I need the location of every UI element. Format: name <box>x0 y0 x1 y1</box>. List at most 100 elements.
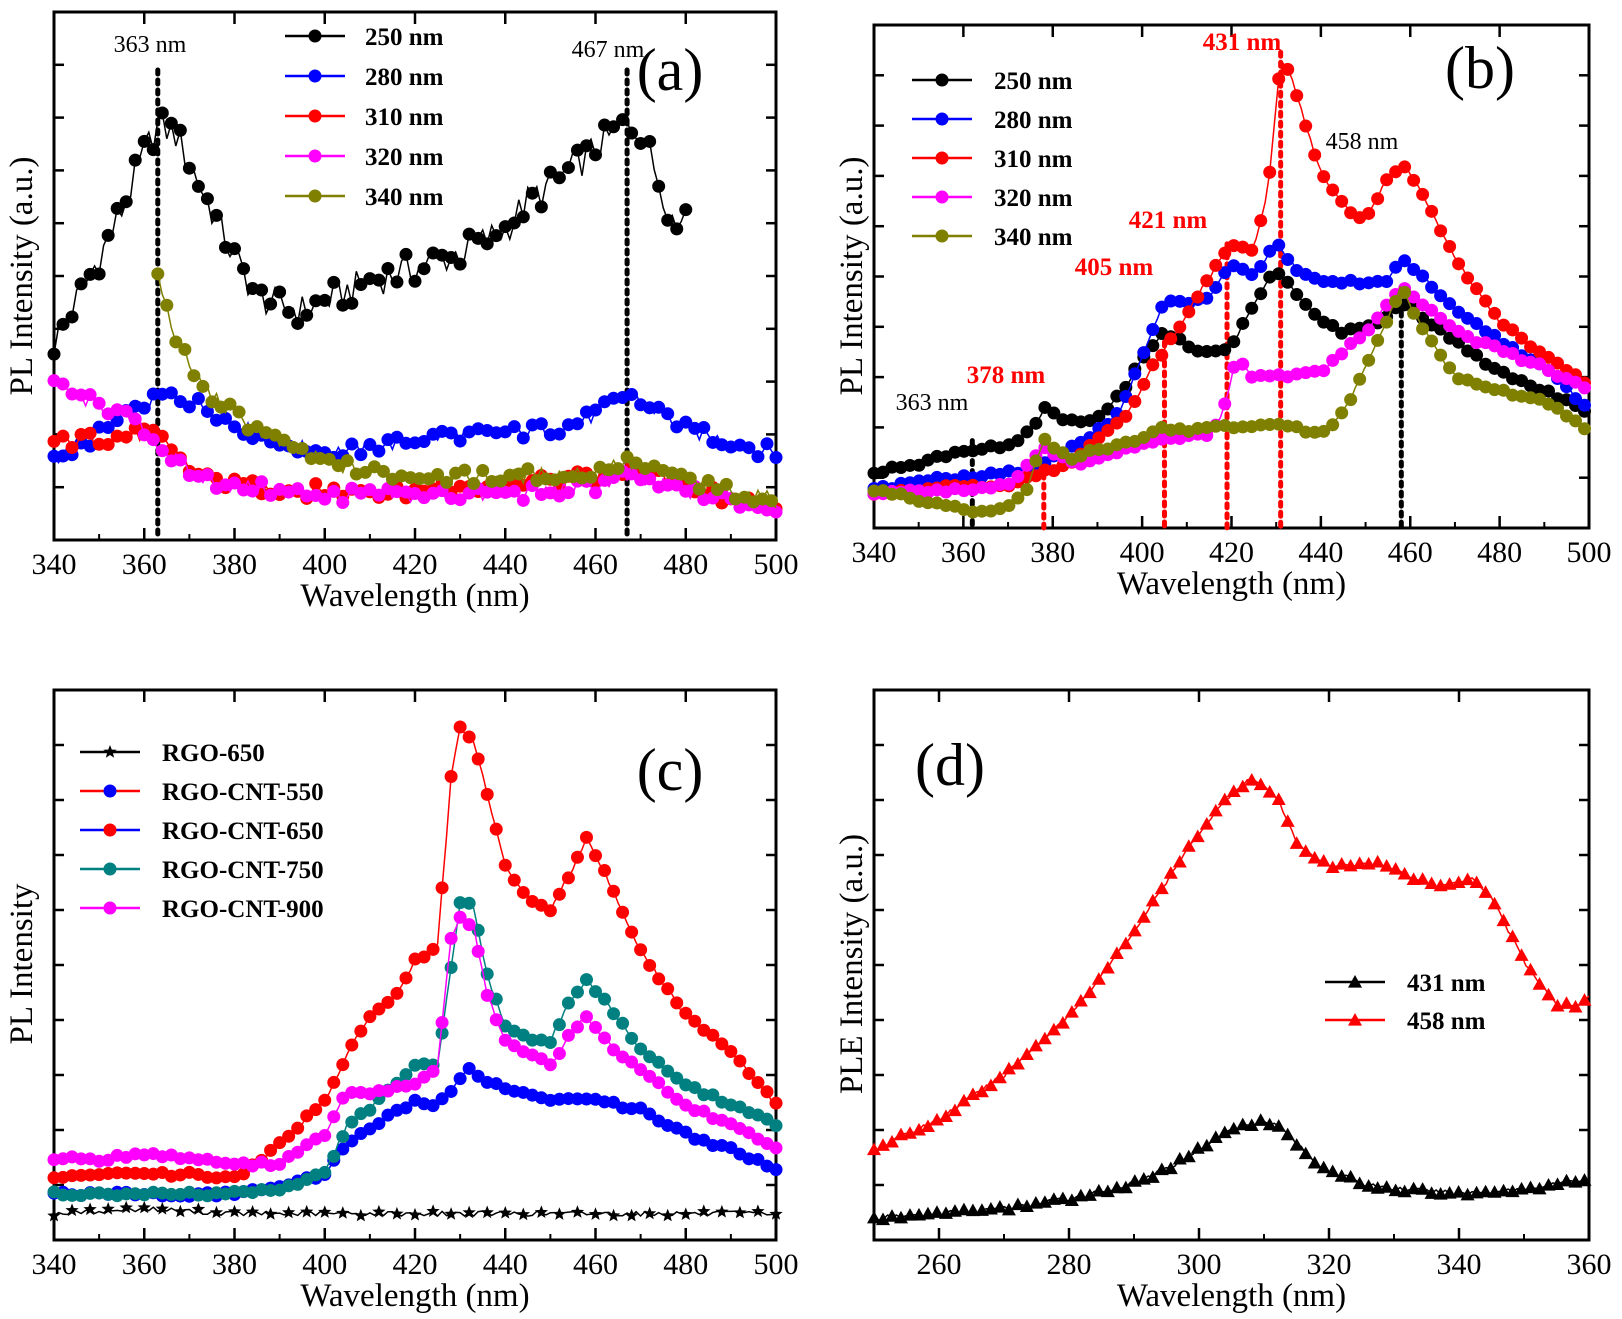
data-point <box>435 881 449 895</box>
data-point <box>570 417 584 431</box>
legend-marker <box>1348 975 1362 988</box>
legend-label: RGO-CNT-750 <box>162 857 324 884</box>
data-point <box>164 116 178 130</box>
legend-item: 340 nm <box>912 224 1073 251</box>
legend-item: 310 nm <box>285 104 444 131</box>
data-point <box>1092 431 1106 445</box>
data-point <box>372 1117 386 1131</box>
data-point <box>155 106 169 120</box>
data-point <box>1425 334 1439 348</box>
data-point <box>652 1055 666 1069</box>
data-point <box>444 961 458 975</box>
data-point <box>1523 1180 1538 1194</box>
x-tick-label: 480 <box>1477 536 1522 569</box>
legend-label: 310 nm <box>365 104 444 131</box>
data-point <box>751 1152 765 1166</box>
data-point <box>1299 297 1313 311</box>
data-point <box>1218 343 1232 357</box>
legend-marker <box>935 190 949 204</box>
data-point <box>1443 297 1457 311</box>
data-point <box>101 1202 115 1215</box>
data-point <box>56 429 70 443</box>
data-point <box>1389 295 1403 309</box>
data-point <box>1163 1161 1178 1175</box>
data-point <box>607 120 621 134</box>
data-point <box>1407 306 1421 320</box>
data-point <box>1226 784 1241 797</box>
data-point <box>661 1064 675 1078</box>
data-point <box>1551 401 1565 415</box>
data-point <box>1353 372 1367 386</box>
data-point <box>1479 294 1493 308</box>
data-point <box>264 297 278 311</box>
data-point <box>1298 1146 1313 1160</box>
peak-annotation: 363 nm <box>114 32 187 58</box>
x-tick-label: 340 <box>32 548 77 581</box>
data-point <box>1037 1031 1052 1045</box>
data-point <box>228 420 241 434</box>
data-point <box>354 448 368 462</box>
data-point <box>1307 1155 1322 1169</box>
data-point <box>751 1204 765 1218</box>
data-point <box>947 1103 962 1117</box>
data-point <box>679 415 693 429</box>
data-point <box>607 884 621 898</box>
data-point <box>444 251 458 265</box>
data-point <box>480 1205 494 1219</box>
data-point <box>1424 876 1439 890</box>
data-point <box>570 1205 585 1218</box>
data-point <box>1010 1056 1025 1070</box>
data-point <box>354 1208 368 1222</box>
data-point <box>715 1037 729 1051</box>
data-point <box>1362 323 1376 337</box>
data-point <box>345 296 359 310</box>
data-point <box>408 274 422 288</box>
data-point <box>74 277 88 291</box>
data-point <box>661 1085 675 1099</box>
data-point <box>1443 361 1457 375</box>
peak-annotation: 363 nm <box>896 390 969 416</box>
series-458-nm <box>867 772 1592 1156</box>
data-point <box>764 494 778 508</box>
data-point <box>697 421 711 435</box>
data-point <box>911 1122 926 1136</box>
data-point <box>489 486 503 500</box>
legend-marker <box>308 109 322 123</box>
data-point <box>1073 993 1088 1007</box>
data-point <box>769 1141 783 1155</box>
data-point <box>516 885 530 899</box>
data-point <box>354 1024 368 1038</box>
data-point <box>345 1115 359 1129</box>
data-point <box>1488 306 1502 320</box>
data-point <box>697 1088 711 1102</box>
series-rgo-cnt-900 <box>47 910 783 1173</box>
data-point <box>498 1206 512 1219</box>
data-point <box>1353 331 1367 345</box>
legend-marker <box>103 901 117 915</box>
data-point <box>1317 275 1331 289</box>
data-point <box>1001 1202 1016 1216</box>
data-point <box>1542 384 1556 398</box>
data-point <box>65 1169 79 1183</box>
data-point <box>697 1104 711 1118</box>
legend-label: 280 nm <box>365 64 444 91</box>
data-point <box>589 403 602 417</box>
data-point <box>912 474 926 488</box>
data-point <box>920 1119 935 1132</box>
data-point <box>137 1200 151 1214</box>
data-point <box>399 247 413 261</box>
data-point <box>408 1077 422 1091</box>
data-point <box>453 493 467 507</box>
data-point <box>295 441 309 455</box>
data-point <box>733 1054 747 1068</box>
data-point <box>1478 1184 1493 1198</box>
data-point <box>1118 1180 1133 1194</box>
data-point <box>191 1202 206 1215</box>
legend-label: 340 nm <box>365 184 444 211</box>
data-point <box>218 1170 232 1184</box>
data-point <box>769 1163 783 1177</box>
data-point <box>417 950 431 964</box>
data-point <box>751 1076 765 1090</box>
data-point <box>390 1206 404 1220</box>
data-point <box>1361 1179 1376 1192</box>
